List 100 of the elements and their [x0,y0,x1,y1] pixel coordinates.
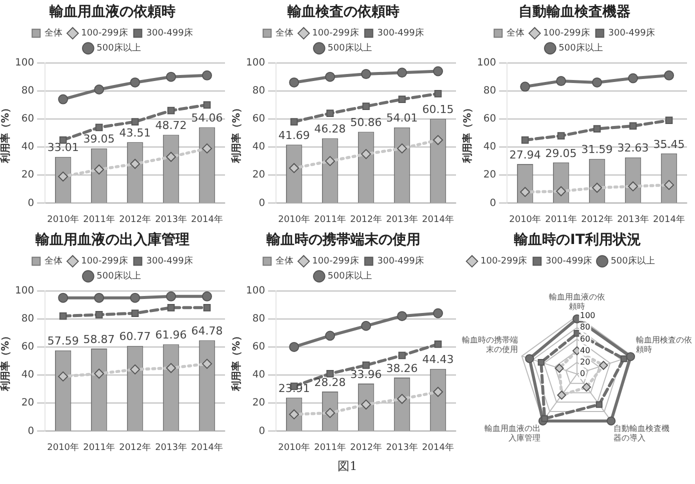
legend-label: 全体 [276,256,294,267]
legend-label: 500床以上 [328,270,372,282]
chart-title: 輸血検査の依頼時 [286,4,400,20]
x-tick-label: 2013年 [386,442,418,453]
point [325,72,336,82]
y-tick-label: 40 [21,370,34,381]
point [397,68,408,78]
data-label: 50.86 [350,116,382,130]
x-tick-label: 2014年 [191,442,223,453]
point [520,82,530,92]
y-tick-label: 60 [252,342,266,353]
point [58,94,68,104]
point [361,69,372,80]
point [397,143,408,154]
legend-label: 全体 [506,28,525,39]
data-label: 32.63 [617,142,649,155]
point [521,136,529,144]
data-label: 54.06 [191,112,223,125]
point [326,110,334,118]
x-tick-label: 2011年 [83,442,116,453]
point [58,371,68,382]
spoke-label: 輸血用血液の出入庫管理 [484,424,541,443]
point [131,118,139,126]
legend-label: 300-499床 [546,256,592,267]
x-tick-label: 2014年 [422,442,454,453]
x-tick-label: 2010年 [509,214,542,225]
y-tick-label: 100 [246,285,266,296]
y-tick-label: 60 [21,342,34,353]
point [592,182,602,193]
x-tick-label: 2012年 [119,214,151,225]
legend-label: 全体 [44,28,63,39]
y-tick-label: 80 [21,313,34,324]
y-tick-label: 0 [258,426,266,437]
x-tick-label: 2012年 [119,442,151,453]
point [664,180,674,190]
y-tick-label: 20 [252,398,266,409]
point [130,158,140,169]
y-tick-label: 80 [21,85,34,96]
data-label: 44.43 [422,353,454,366]
y-tick-label: 0 [258,198,266,209]
point [59,312,67,320]
point [628,181,638,192]
point [361,400,372,410]
point [593,125,601,132]
y-axis-title: 利用率（%） [230,330,243,392]
spoke-label: 輸血用検査の依頼時 [636,336,692,354]
x-tick-label: 2013年 [617,214,649,225]
y-tick-label: 20 [21,170,34,181]
point [398,96,406,103]
point [94,164,104,175]
chart-title: 自動輸血検査機器 [518,4,630,20]
point [130,364,140,374]
x-tick-label: 2011年 [83,214,116,225]
legend-label: 500床以上 [610,256,655,267]
data-label: 39.05 [83,132,115,146]
point [95,310,103,318]
data-label: 41.69 [278,129,310,142]
point [94,368,104,379]
spoke-label: 輸血時の携帯端末の使用 [462,336,518,354]
y-tick-label: 0 [580,369,586,378]
x-tick-label: 2011年 [314,442,346,453]
point [166,363,176,374]
chart-title: 輸血用血液の出入庫管理 [34,231,190,248]
y-tick-label: 100 [476,57,496,68]
chart-title: 輸血時の携帯端末の使用 [266,231,420,248]
point [362,102,370,110]
point [326,370,334,378]
point [361,149,372,160]
y-axis-title: 利用率（%） [0,102,12,164]
y-tick-label: 60 [580,334,590,344]
point [397,394,408,404]
legend-label: 100-299床 [480,256,528,267]
x-tick-label: 2014年 [653,214,685,225]
data-label: 33.96 [350,368,382,381]
data-label: 60.15 [422,103,454,116]
point [433,386,444,397]
point [130,292,140,303]
x-tick-label: 2010年 [47,442,80,453]
legend-label: 100-299床 [81,256,128,267]
y-tick-label: 80 [483,85,496,96]
y-axis-title: 利用率（%） [462,102,474,164]
legend-label: 300-499床 [377,256,424,267]
legend-label: 300-499床 [146,256,193,267]
point [433,135,444,146]
spoke-label: 自動輸血検査機器の導入 [613,424,670,443]
point [130,77,140,88]
point [397,311,408,322]
point [664,70,674,80]
point [202,70,212,80]
data-label: 27.94 [509,148,541,162]
y-tick-label: 40 [252,370,266,381]
legend-label: 300-499床 [377,28,424,39]
point [167,106,175,114]
data-label: 38.26 [386,362,418,375]
data-label: 46.28 [314,122,346,136]
point [166,291,176,302]
x-tick-label: 2013年 [155,214,187,225]
point [361,320,372,331]
point [556,186,566,196]
y-tick-label: 60 [252,114,266,125]
